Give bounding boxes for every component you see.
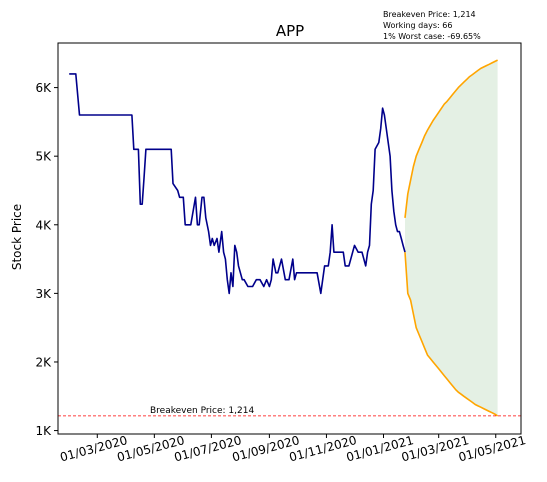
upper-projection-line	[404, 59, 498, 218]
y-tick-label: 4K	[35, 218, 52, 232]
plot-frame	[57, 42, 522, 435]
y-tick-label: 6K	[35, 81, 52, 95]
y-tick-label: 1K	[35, 424, 52, 438]
chart-title: APP	[276, 22, 304, 40]
y-tick-label: 3K	[35, 287, 52, 301]
lower-projection-line	[404, 252, 499, 417]
worst-case-note: 1% Worst case: -69.65%	[383, 32, 481, 41]
y-tick-label: 2K	[35, 355, 52, 369]
y-tick-label: 5K	[35, 150, 52, 164]
breakeven-label: Breakeven Price: 1,214	[150, 406, 254, 416]
historical-price-line	[69, 73, 406, 295]
projection-band	[405, 60, 498, 416]
working-days-note: Working days: 66	[383, 21, 453, 30]
breakeven-note: Breakeven Price: 1,214	[383, 10, 476, 19]
y-axis-label: Stock Price	[10, 204, 24, 270]
